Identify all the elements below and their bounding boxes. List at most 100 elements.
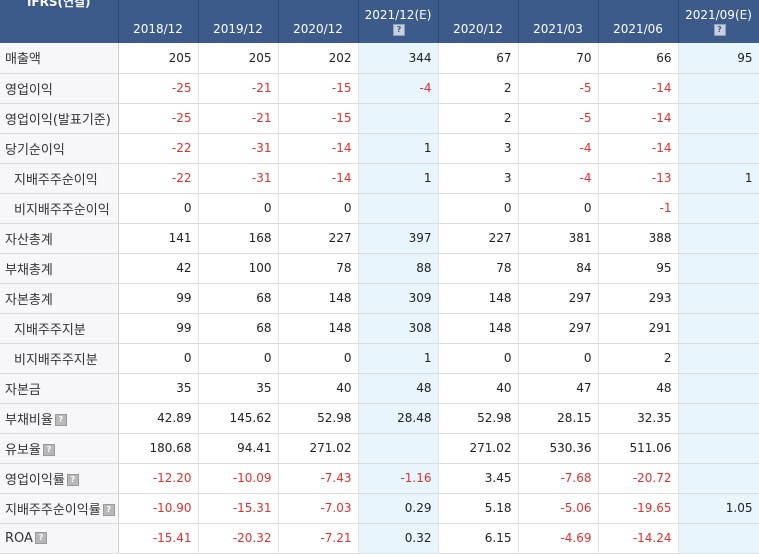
table-cell: -25	[118, 73, 199, 104]
table-cell: 397	[358, 223, 439, 254]
table-cell: 0	[278, 343, 359, 374]
table-cell: 95	[598, 253, 679, 284]
row-label: 유보율?	[0, 433, 119, 464]
table-cell	[358, 433, 439, 464]
table-cell	[678, 223, 759, 254]
table-cell: 1	[358, 163, 439, 194]
table-cell: -14	[598, 133, 679, 164]
table-row: 영업이익(발표기준) -25 -21 -15 2 -5 -14	[0, 103, 759, 134]
table-cell: -21	[198, 103, 279, 134]
table-cell: 48	[598, 373, 679, 404]
table-cell: -14	[598, 73, 679, 104]
table-cell	[678, 133, 759, 164]
row-label-text: 유보율	[5, 442, 41, 458]
info-icon[interactable]: ?	[34, 532, 47, 544]
table-cell: 99	[118, 313, 199, 344]
table-cell: 2	[438, 103, 519, 134]
table-cell: 47	[518, 373, 599, 404]
table-cell: -4.69	[518, 523, 599, 554]
table-cell: -1	[598, 193, 679, 224]
accounting-standard-header: IFRS(연결)	[0, 0, 119, 43]
table-cell: 297	[518, 313, 599, 344]
table-cell: 168	[198, 223, 279, 254]
table-cell: -5	[518, 73, 599, 104]
table-cell: 70	[518, 43, 599, 74]
row-label-text: 부채비율	[5, 412, 53, 428]
table-cell: 271.02	[278, 433, 359, 464]
info-icon[interactable]: ?	[393, 23, 405, 36]
row-label: 자본총계	[0, 283, 119, 314]
table-cell: 0.29	[358, 493, 439, 524]
table-cell	[678, 343, 759, 374]
table-cell: 1	[678, 163, 759, 194]
info-icon[interactable]: ?	[54, 414, 67, 426]
table-cell: 0	[518, 343, 599, 374]
table-cell: 1.05	[678, 493, 759, 524]
row-label-text: 비지배주주지분	[14, 352, 98, 368]
table-row: 부채비율? 42.89 145.62 52.98 28.48 52.98 28.15 32.3…	[0, 403, 759, 434]
column-header-label: 2021/09(E)	[685, 8, 752, 22]
table-cell: 344	[358, 43, 439, 74]
table-cell: -15	[278, 103, 359, 134]
table-row: 비지배주주순이익 0 0 0 0 0 -1	[0, 193, 759, 224]
table-cell	[678, 373, 759, 404]
table-cell: 148	[278, 283, 359, 314]
column-header: 2021/09(E)?	[678, 0, 759, 43]
table-cell	[678, 253, 759, 284]
table-cell	[358, 103, 439, 134]
table-cell: -7.43	[278, 463, 359, 494]
table-cell	[678, 103, 759, 134]
table-row: 지배주주순이익률? -10.90 -15.31 -7.03 0.29 5.18 -5.06-…	[0, 493, 759, 524]
table-cell	[358, 193, 439, 224]
table-row: 부채총계 42 100 78 88 78 84 95	[0, 253, 759, 284]
row-label: ROA?	[0, 523, 119, 554]
table-cell: -10.90	[118, 493, 199, 524]
table-cell: 67	[438, 43, 519, 74]
column-header: 2021/06	[598, 0, 679, 43]
row-label: 비지배주주순이익	[0, 193, 119, 224]
table-cell: 145.62	[198, 403, 279, 434]
table-cell: 42.89	[118, 403, 199, 434]
table-header-row: IFRS(연결) 2018/12 2019/12 2020/12 2021/12(E)…	[0, 0, 759, 43]
table-row: 매출액 205 205 202 344 67 70 66 95	[0, 43, 759, 74]
table-cell: 309	[358, 283, 439, 314]
info-icon[interactable]: ?	[102, 504, 115, 516]
table-cell: 202	[278, 43, 359, 74]
table-body: 매출액 205 205 202 344 67 70 66 95 영업이익 -25 -21 -15 -4 2-…	[0, 43, 759, 554]
table-row: 비지배주주지분 0 0 0 1 0 0 2	[0, 343, 759, 374]
column-header: 2018/12	[118, 0, 199, 43]
table-cell: 3	[438, 163, 519, 194]
table-cell: 40	[438, 373, 519, 404]
table-cell: -31	[198, 163, 279, 194]
table-cell: -15.41	[118, 523, 199, 554]
info-icon[interactable]: ?	[42, 444, 55, 456]
table-row: 자본총계 99 68 148 309 148 297 293	[0, 283, 759, 314]
table-cell	[678, 433, 759, 464]
table-cell: -19.65	[598, 493, 679, 524]
info-icon[interactable]: ?	[713, 23, 726, 36]
table-cell: 28.15	[518, 403, 599, 434]
row-label: 매출액	[0, 43, 119, 74]
table-cell: -21	[198, 73, 279, 104]
table-cell: 78	[278, 253, 359, 284]
table-cell	[678, 73, 759, 104]
table-cell: 530.36	[518, 433, 599, 464]
table-cell: -7.21	[278, 523, 359, 554]
row-label: 영업이익(발표기준)	[0, 103, 119, 134]
table-cell: -15.31	[198, 493, 279, 524]
row-label-text: 자본금	[5, 382, 41, 398]
row-label-text: 당기순이익	[5, 142, 65, 158]
table-cell: -20.72	[598, 463, 679, 494]
info-icon[interactable]: ?	[66, 474, 79, 486]
table-cell: 0.32	[358, 523, 439, 554]
table-cell: -12.20	[118, 463, 199, 494]
table-row: 지배주주순이익 -22 -31 -14 1 3 -4 -13 1	[0, 163, 759, 194]
row-label-text: 영업이익(발표기준)	[5, 112, 111, 128]
column-header-label: 2021/03	[533, 22, 583, 36]
table-cell: 388	[598, 223, 679, 254]
column-header: 2020/12	[438, 0, 519, 43]
table-cell: 148	[278, 313, 359, 344]
column-header-label: 2020/12	[453, 22, 503, 36]
table-cell	[678, 283, 759, 314]
